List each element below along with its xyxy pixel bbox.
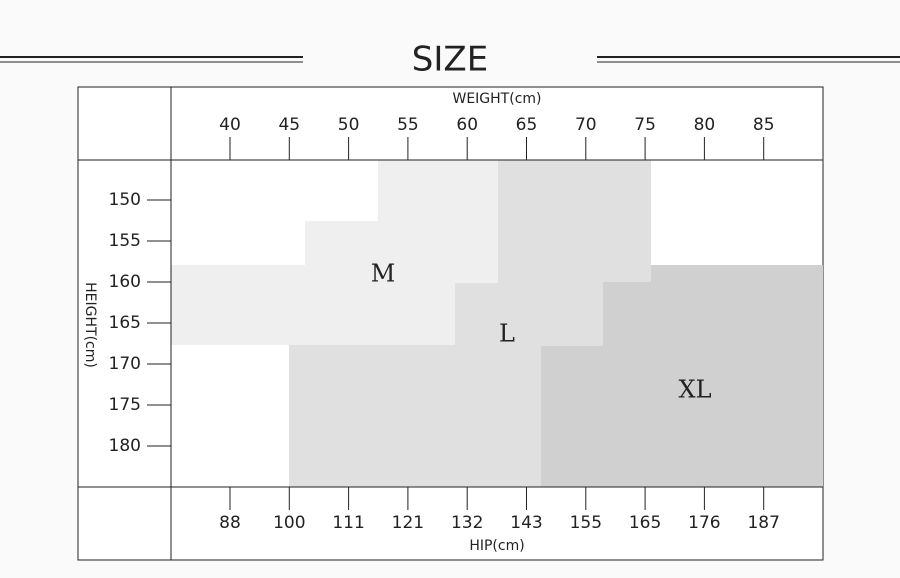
hip-tick-label: 176 xyxy=(688,513,720,533)
title: SIZE xyxy=(412,40,488,80)
weight-tick-label: 60 xyxy=(456,115,478,135)
region-m xyxy=(171,160,498,345)
size-label: M xyxy=(371,260,396,288)
size-label: XL xyxy=(678,376,711,404)
weight-tick-label: 75 xyxy=(634,115,656,135)
weight-tick-label: 65 xyxy=(516,115,538,135)
hip-label: HIP(cm) xyxy=(469,538,524,554)
title-rules xyxy=(0,56,900,63)
weight-label: WEIGHT(cm) xyxy=(452,91,541,107)
region-l xyxy=(289,160,651,487)
weight-tick-label: 55 xyxy=(397,115,419,135)
height-label: HEIGHT(cm) xyxy=(82,282,98,368)
height-tick-label: 170 xyxy=(109,354,141,374)
hip-tick-label: 100 xyxy=(273,513,305,533)
size-label: L xyxy=(499,320,515,348)
region-xl xyxy=(541,265,823,487)
weight-tick-label: 45 xyxy=(278,115,300,135)
height-tick-label: 155 xyxy=(109,231,141,251)
height-tick-label: 175 xyxy=(109,395,141,415)
hip-tick-label: 165 xyxy=(629,513,661,533)
hip-tick-label: 111 xyxy=(332,513,364,533)
hip-tick-label: 155 xyxy=(570,513,602,533)
weight-tick-label: 50 xyxy=(338,115,360,135)
weight-tick-label: 80 xyxy=(694,115,716,135)
hip-tick-label: 132 xyxy=(451,513,483,533)
hip-tick-label: 121 xyxy=(392,513,424,533)
hip-tick-label: 187 xyxy=(747,513,779,533)
height-tick-label: 160 xyxy=(109,272,141,292)
weight-tick-label: 70 xyxy=(575,115,597,135)
weight-tick-label: 40 xyxy=(219,115,241,135)
hip-tick-label: 143 xyxy=(510,513,542,533)
height-tick-label: 150 xyxy=(109,190,141,210)
weight-tick-label: 85 xyxy=(753,115,775,135)
height-tick-label: 165 xyxy=(109,313,141,333)
hip-tick-label: 88 xyxy=(219,513,241,533)
height-tick-label: 180 xyxy=(109,436,141,456)
